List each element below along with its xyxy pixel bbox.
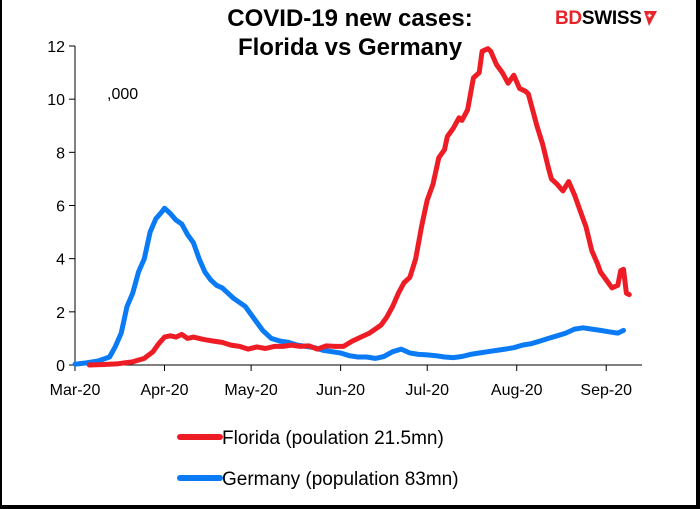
legend-label-florida: Florida (poulation 21.5mn) [222,428,444,449]
logo-bd-text: BD [555,8,582,29]
chart-title-line2: Florida vs Germany [237,34,463,61]
y-tick-label: 0 [56,358,65,375]
x-tick-label: May-20 [224,382,277,399]
x-ticks: Mar-20 Apr-20 May-20 Jun-20 Jul-20 Aug-20 Sep-… [50,365,632,399]
y-tick-label: 8 [56,145,65,162]
x-tick-label: Apr-20 [140,382,188,399]
legend: Florida (poulation 21.5mn) Germany (popu… [177,428,459,490]
x-tick-label: Sep-20 [580,382,632,399]
bdswiss-logo: BDSWISS [555,8,658,30]
x-tick-label: Aug-20 [491,382,543,399]
axes [74,46,642,366]
y-tick-label: 12 [47,39,65,56]
y-ticks: 0 2 4 6 8 10 12 [47,39,75,375]
y-tick-label: 4 [56,252,65,269]
series-lines [72,46,632,368]
logo-swiss-text: SWISS [581,8,642,29]
y-tick-label: 2 [56,305,65,322]
unit-label: ,000 [107,86,138,103]
chart-title-line1: COVID-19 new cases: [227,5,473,32]
legend-label-germany: Germany (population 83mn) [222,469,459,490]
swiss-cross-flag-icon [643,11,657,26]
y-tick-label: 6 [56,199,65,216]
series-line-florida [86,46,632,368]
x-tick-label: Mar-20 [50,382,101,399]
x-tick-label: Jul-20 [405,382,449,399]
x-tick-label: Jun-20 [316,382,365,399]
y-tick-label: 10 [47,92,65,109]
